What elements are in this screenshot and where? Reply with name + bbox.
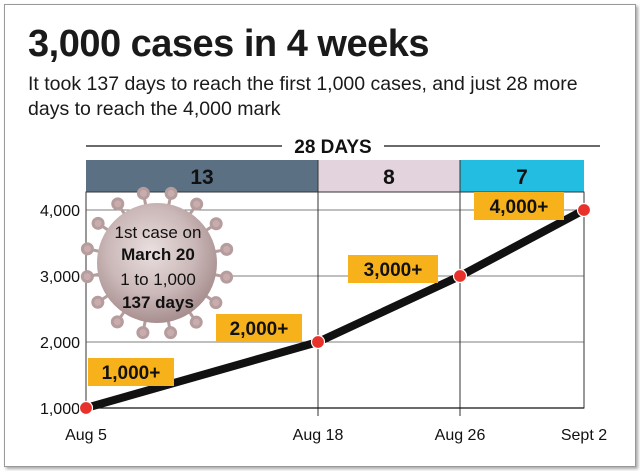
virus-spike-tip bbox=[190, 197, 204, 211]
point-label-text: 2,000+ bbox=[230, 319, 289, 340]
span-label: 28 DAYS bbox=[294, 137, 371, 158]
segment-3-label: 7 bbox=[516, 166, 528, 189]
segment-2-bar bbox=[318, 160, 460, 192]
x-tick-label: Aug 26 bbox=[435, 427, 486, 444]
virus-spike-tip bbox=[111, 197, 125, 211]
page-subtitle: It took 137 days to reach the first 1,00… bbox=[28, 73, 578, 120]
point-label: 3,000+ bbox=[348, 255, 438, 283]
page-title: 3,000 cases in 4 weeks bbox=[28, 23, 430, 65]
point-label: 4,000+ bbox=[474, 192, 564, 220]
virus-body bbox=[97, 203, 217, 323]
point-label-bg bbox=[216, 314, 302, 342]
virus-spike-tip bbox=[220, 242, 234, 256]
data-point bbox=[452, 268, 468, 284]
segment-3-bar bbox=[460, 160, 584, 192]
annotation-line-1: 1st case on bbox=[115, 223, 202, 242]
virus-spike-tip bbox=[136, 326, 150, 340]
segment-1-label: 13 bbox=[190, 166, 213, 189]
virus-spike-tip bbox=[189, 315, 203, 329]
segment-1-bar bbox=[86, 160, 318, 192]
annotation-line-4: 137 days bbox=[122, 293, 194, 312]
point-label-bg bbox=[348, 255, 438, 283]
virus-icon bbox=[80, 186, 234, 340]
x-tick-label: Aug 5 bbox=[65, 427, 107, 444]
segment-band: 13 8 7 bbox=[86, 160, 584, 192]
virus-spike-tip bbox=[80, 270, 94, 284]
virus-spike-tip bbox=[80, 242, 94, 256]
y-axis: 4,000 3,000 2,000 1,000 bbox=[40, 203, 80, 418]
virus-spike-tip bbox=[136, 186, 150, 200]
virus-spike-tip bbox=[209, 217, 223, 231]
virus-spike-tip bbox=[164, 326, 178, 340]
segment-2-label: 8 bbox=[383, 166, 395, 189]
x-axis: Aug 5 Aug 18 Aug 26 Sept 2 bbox=[65, 427, 607, 444]
virus-spike-tip bbox=[110, 315, 124, 329]
point-label-text: 1,000+ bbox=[102, 363, 161, 384]
data-point bbox=[310, 334, 326, 350]
point-labels: 1,000+ 2,000+ 3,000+ 4,000+ bbox=[88, 192, 564, 386]
virus-spike-tip bbox=[209, 296, 223, 310]
point-label-bg bbox=[88, 358, 174, 386]
data-point bbox=[576, 202, 592, 218]
point-label-bg bbox=[474, 192, 564, 220]
virus-spike-tip bbox=[91, 295, 105, 309]
cases-series bbox=[78, 202, 592, 416]
span-bracket: 28 DAYS bbox=[86, 137, 600, 158]
x-tick-label: Sept 2 bbox=[561, 427, 607, 444]
virus-spike-tip bbox=[164, 186, 178, 200]
annotation-line-2: March 20 bbox=[121, 245, 195, 264]
y-tick-label: 2,000 bbox=[40, 335, 80, 352]
virus-spike-tip bbox=[91, 216, 105, 230]
series-line bbox=[84, 206, 586, 412]
y-tick-label: 4,000 bbox=[40, 203, 80, 220]
virus-annotation: 1st case on March 20 1 to 1,000 137 days bbox=[115, 223, 202, 312]
point-label-text: 4,000+ bbox=[490, 197, 549, 218]
annotation-line-3: 1 to 1,000 bbox=[120, 270, 196, 289]
y-tick-label: 1,000 bbox=[40, 401, 80, 418]
virus-spike-tip bbox=[220, 270, 234, 284]
y-tick-label: 3,000 bbox=[40, 269, 80, 286]
point-label-text: 3,000+ bbox=[364, 260, 423, 281]
data-point bbox=[78, 400, 94, 416]
point-label: 2,000+ bbox=[216, 314, 302, 342]
point-label: 1,000+ bbox=[88, 358, 174, 386]
x-tick-label: Aug 18 bbox=[293, 427, 344, 444]
